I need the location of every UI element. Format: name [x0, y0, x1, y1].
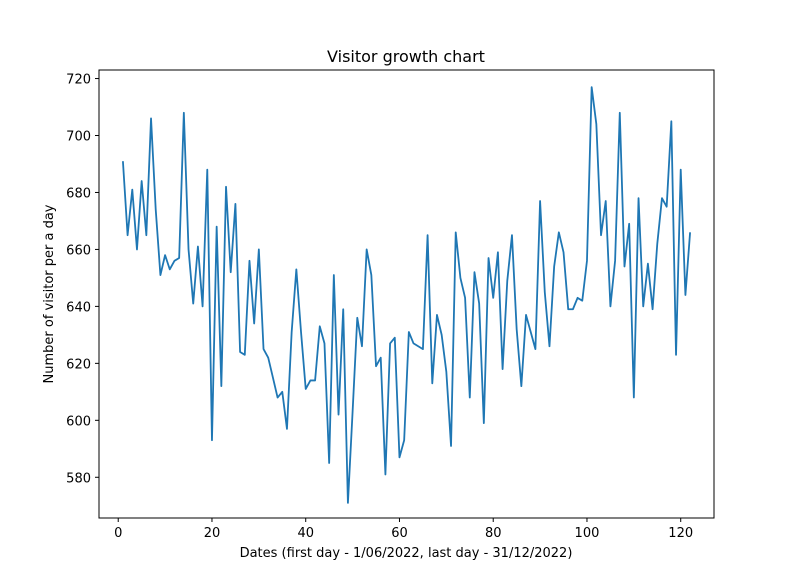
y-tick-label: 680: [66, 186, 91, 201]
x-tick-label: 120: [668, 526, 693, 541]
x-tick-label: 20: [204, 526, 221, 541]
plot-area: [122, 86, 691, 504]
y-tick-label: 700: [66, 130, 91, 145]
y-axis: 580 600 620 640 660 680 700 720: [66, 73, 99, 486]
y-tick-label: 600: [66, 414, 91, 429]
y-tick-label: 620: [66, 357, 91, 372]
x-tick-label: 80: [485, 526, 502, 541]
y-axis-title: Number of visitor per a day: [42, 204, 57, 383]
y-tick-label: 580: [66, 471, 91, 486]
x-tick-label: 100: [575, 526, 600, 541]
x-axis-title: Dates (first day - 1/06/2022, last day -…: [240, 546, 573, 561]
x-tick-label: 40: [297, 526, 314, 541]
axes-frame: [98, 69, 715, 519]
x-tick-label: 60: [391, 526, 408, 541]
x-axis: 0 20 40 60 80 100 120: [114, 518, 693, 541]
y-tick-label: 660: [66, 243, 91, 258]
y-tick-label: 720: [66, 73, 91, 88]
series-line-0: [122, 86, 691, 504]
chart-title: Visitor growth chart: [327, 47, 485, 66]
y-tick-label: 640: [66, 300, 91, 315]
x-tick-label: 0: [114, 526, 122, 541]
